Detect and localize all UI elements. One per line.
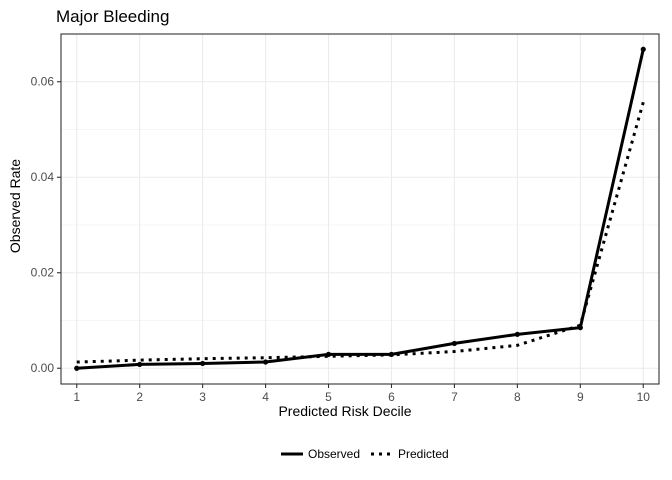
x-tick-label: 9 [577,390,584,404]
legend: Observed Predicted [281,447,449,461]
series-layer [74,46,646,371]
legend-label-predicted: Predicted [398,447,449,461]
x-tick-label: 2 [136,390,143,404]
x-axis: 1 2 3 4 5 6 7 8 9 10 [73,384,650,404]
x-tick-label: 6 [388,390,395,404]
x-tick-label: 10 [637,390,651,404]
data-point-observed [137,361,143,368]
x-tick-label: 7 [451,390,458,404]
grid-major [61,34,659,384]
y-tick-label: 0.00 [31,361,55,375]
data-point-observed [514,331,520,337]
data-point-observed [262,359,269,365]
data-point-observed [74,365,80,371]
y-axis: 0.00 0.02 0.04 0.06 [31,75,61,375]
legend-item-observed: Observed [281,447,360,461]
legend-item-predicted: Predicted [371,447,449,461]
y-axis-title: Observed Rate [7,159,23,253]
y-tick-label: 0.06 [31,75,55,89]
x-tick-label: 3 [199,390,206,404]
series-line-observed [75,47,645,370]
series-line-predicted [76,101,645,364]
data-point-observed [200,360,206,367]
legend-label-observed: Observed [308,447,360,461]
chart-title: Major Bleeding [56,7,169,26]
data-point-observed [640,46,646,52]
x-tick-label: 8 [514,390,521,404]
y-tick-label: 0.02 [31,266,55,280]
x-tick-label: 5 [325,390,332,404]
data-point-observed [451,340,458,347]
y-tick-label: 0.04 [31,170,55,184]
x-axis-title: Predicted Risk Decile [278,403,411,419]
x-tick-label: 4 [262,390,269,404]
x-tick-label: 1 [73,390,80,404]
plot-frame [60,33,660,385]
